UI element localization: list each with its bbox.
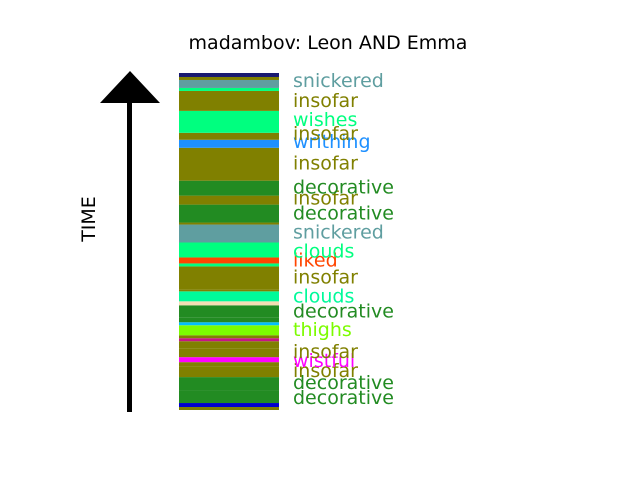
segment-33 xyxy=(179,79,279,88)
segment-10 xyxy=(179,335,279,339)
segment-2 xyxy=(179,390,279,404)
segment-30 xyxy=(179,110,279,133)
segment-label-14: decorative xyxy=(293,177,394,199)
segment-12 xyxy=(179,322,279,326)
segment-label-7: clouds xyxy=(293,285,354,307)
segment-label-1: decorative xyxy=(293,372,394,394)
segment-7 xyxy=(179,348,279,358)
y-axis-label: TIME xyxy=(78,196,100,243)
segment-24 xyxy=(179,204,279,223)
segment-13 xyxy=(179,317,279,323)
segment-label-19: insofar xyxy=(293,90,358,112)
segment-label-17: insofar xyxy=(293,123,358,145)
segment-0 xyxy=(179,407,279,410)
segment-label-20: snickered xyxy=(293,70,384,92)
chart-title: madambov: Leon AND Emma xyxy=(189,32,468,54)
segment-14 xyxy=(179,305,279,318)
segment-17 xyxy=(179,289,279,292)
segment-label-13: insofar xyxy=(293,188,358,210)
segment-28 xyxy=(179,139,279,148)
segment-11 xyxy=(179,325,279,336)
segment-3 xyxy=(179,377,279,391)
segment-9 xyxy=(179,338,279,342)
segment-26 xyxy=(179,180,279,196)
segment-label-5: thighs xyxy=(293,319,352,341)
segment-31 xyxy=(179,90,279,111)
segment-label-0: decorative xyxy=(293,387,394,409)
segment-label-8: insofar xyxy=(293,266,358,288)
segment-1 xyxy=(179,403,279,408)
segment-34 xyxy=(179,76,279,80)
segment-label-4: insofar xyxy=(293,341,358,363)
segment-21 xyxy=(179,242,279,258)
segment-19 xyxy=(179,263,279,267)
segment-label-16: writhing xyxy=(293,131,371,153)
time-arrow-head xyxy=(100,71,160,103)
segment-label-18: wishes xyxy=(293,109,357,131)
segment-25 xyxy=(179,195,279,205)
segment-strip xyxy=(179,73,279,410)
segment-label-11: snickered xyxy=(293,222,384,244)
segment-8 xyxy=(179,341,279,349)
segment-label-3: wistful xyxy=(293,350,355,372)
segment-5 xyxy=(179,362,279,367)
time-arrow xyxy=(100,71,160,412)
segment-label-12: decorative xyxy=(293,203,394,225)
segment-23 xyxy=(179,222,279,225)
time-arrow-shaft xyxy=(127,100,132,412)
segment-20 xyxy=(179,257,279,264)
segment-15 xyxy=(179,301,279,306)
segment-6 xyxy=(179,357,279,363)
segment-27 xyxy=(179,147,279,181)
segment-18 xyxy=(179,266,279,290)
segment-35 xyxy=(179,73,279,77)
segment-label-6: decorative xyxy=(293,300,394,322)
segment-labels: decorativedecorativeinsofarwistfulinsofa… xyxy=(293,70,394,409)
segment-label-2: insofar xyxy=(293,360,358,382)
segment-label-9: liked xyxy=(293,249,338,271)
segment-4 xyxy=(179,366,279,378)
segment-label-10: clouds xyxy=(293,240,354,262)
segment-22 xyxy=(179,224,279,243)
segment-32 xyxy=(179,87,279,91)
segment-label-15: insofar xyxy=(293,153,358,175)
segment-29 xyxy=(179,132,279,140)
segment-16 xyxy=(179,291,279,302)
